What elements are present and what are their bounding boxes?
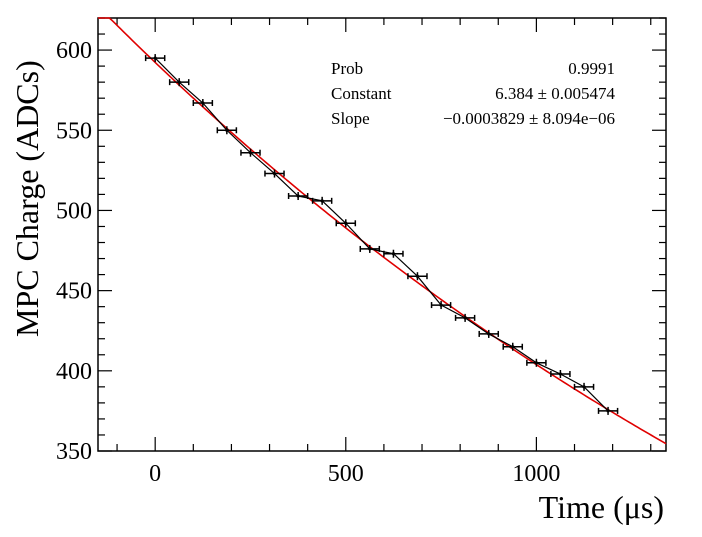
data-marker	[320, 199, 324, 203]
data-marker	[272, 171, 277, 176]
data-marker	[225, 128, 229, 132]
data-marker	[558, 372, 563, 376]
y-tick-label: 450	[56, 279, 92, 305]
data-marker	[201, 101, 205, 105]
data-marker	[511, 345, 515, 349]
x-tick-label: 0	[149, 461, 161, 487]
data-point	[383, 249, 404, 258]
x-axis-title: Time (μs)	[539, 489, 664, 525]
stat-name-slope: Slope	[331, 109, 370, 128]
data-point	[264, 169, 285, 178]
data-marker	[344, 221, 348, 225]
data-marker	[391, 252, 396, 256]
y-tick-label: 600	[56, 38, 92, 64]
data-point	[359, 244, 381, 253]
data-point	[216, 126, 238, 135]
data-marker	[606, 409, 610, 413]
data-point	[550, 370, 571, 379]
stat-value-prob: 0.9991	[568, 59, 615, 78]
data-marker	[415, 274, 420, 278]
data-marker	[248, 151, 253, 155]
data-layer	[144, 54, 619, 415]
axis-ticks	[98, 17, 666, 452]
stats-box: Prob 0.9991 Constant 6.384 ± 0.005474 Sl…	[331, 59, 615, 128]
data-marker	[487, 332, 491, 336]
fit-line	[98, 17, 667, 445]
y-tick-label: 350	[56, 439, 92, 465]
y-tick-label: 500	[56, 198, 92, 224]
y-tick-label: 550	[56, 118, 92, 144]
stat-name-constant: Constant	[331, 84, 392, 103]
y-tick-label: 400	[56, 359, 92, 385]
data-point	[502, 342, 524, 351]
data-point	[478, 329, 500, 338]
data-marker	[177, 80, 181, 84]
tick-labels: 0 500 1000 350 400 450 500 550 600	[56, 38, 560, 487]
data-marker	[439, 303, 443, 307]
x-tick-label: 500	[328, 461, 364, 487]
data-point	[597, 406, 619, 415]
data-point	[287, 192, 309, 201]
data-point	[311, 196, 333, 205]
data-point	[430, 301, 452, 310]
fit-curve-layer	[98, 17, 667, 445]
data-point	[407, 272, 428, 281]
data-marker	[153, 56, 157, 60]
stat-name-prob: Prob	[331, 59, 363, 78]
data-marker	[582, 385, 586, 389]
data-marker	[463, 316, 467, 320]
data-point	[335, 219, 357, 228]
data-marker	[368, 247, 372, 251]
data-point	[454, 313, 476, 322]
data-marker	[296, 194, 300, 198]
data-connecting-line	[154, 57, 609, 412]
data-point	[240, 148, 261, 157]
data-point	[144, 54, 166, 63]
y-axis-title: MPC Charge (ADCs)	[9, 60, 45, 337]
stat-value-constant: 6.384 ± 0.005474	[495, 84, 615, 103]
x-tick-label: 1000	[512, 461, 560, 487]
data-point	[573, 382, 595, 391]
data-marker	[534, 361, 538, 365]
data-point	[526, 358, 547, 367]
data-point	[192, 98, 214, 108]
plot-frame	[97, 17, 667, 452]
data-point	[168, 78, 190, 87]
stat-value-slope: −0.0003829 ± 8.094e−06	[443, 109, 615, 128]
